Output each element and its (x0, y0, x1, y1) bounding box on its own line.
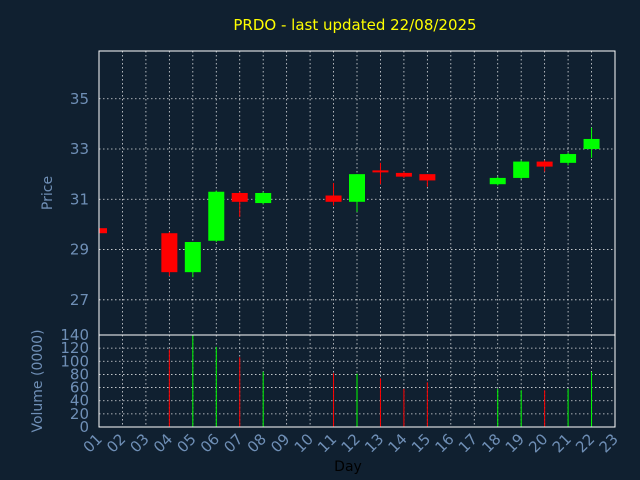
price-panel: 27 29 31 33 35 Price (40, 50, 616, 336)
volume-tick-label: 0 (79, 418, 89, 436)
day-tick-label: 22 (572, 430, 598, 456)
price-tick-label: 27 (70, 291, 89, 309)
day-tick-label: 06 (197, 430, 223, 456)
day-tick-label: 21 (549, 430, 575, 456)
candle-body (419, 174, 436, 181)
candle-01 (98, 228, 107, 234)
candle-body (161, 233, 178, 273)
day-tick-label: 16 (431, 430, 457, 456)
candle-08 (255, 191, 272, 205)
day-tick-label: 17 (455, 430, 481, 456)
day-tick-label: 12 (338, 430, 364, 456)
candle-05 (184, 242, 201, 278)
day-tick-label: 14 (385, 430, 411, 456)
candle-body (99, 228, 107, 234)
candle-body (208, 191, 225, 241)
candle-04 (161, 231, 178, 276)
candle-body (583, 138, 600, 150)
day-tick-label: 02 (103, 430, 129, 456)
candle-15 (419, 174, 436, 187)
day-tick-label: 15 (408, 430, 434, 456)
day-tick-label: 10 (291, 430, 317, 456)
volume-plot-frame (98, 334, 616, 428)
candle-body (231, 193, 248, 202)
price-y-ticks: 27 29 31 33 35 (70, 90, 89, 309)
day-tick-label: 20 (525, 430, 551, 456)
day-tick-label: 18 (478, 430, 504, 456)
candle-07 (231, 191, 248, 217)
day-tick-label: 19 (502, 430, 528, 456)
candle-06 (208, 190, 225, 243)
volume-tick-label: 140 (60, 326, 89, 344)
candle-20 (536, 160, 553, 172)
volume-tick-label: 120 (60, 339, 89, 357)
price-candles (98, 127, 600, 278)
day-x-ticks: 0102030405060708091011121314151617181920… (80, 430, 622, 456)
candle-18 (489, 176, 506, 186)
candle-body (489, 177, 506, 185)
day-axis-label: Day (334, 459, 362, 475)
day-tick-label: 09 (267, 430, 293, 456)
candle-19 (513, 160, 530, 180)
day-tick-label: 23 (596, 430, 622, 456)
day-tick-label: 05 (173, 430, 199, 456)
price-axis-label: Price (40, 176, 56, 210)
candle-body (325, 195, 342, 202)
candle-body (372, 170, 389, 173)
candle-22 (583, 127, 600, 158)
day-tick-label: 13 (361, 430, 387, 456)
candle-body (560, 154, 577, 163)
volume-tick-label: 40 (70, 392, 89, 410)
day-tick-label: 08 (244, 430, 270, 456)
volume-tick-label: 100 (60, 352, 89, 370)
price-tick-label: 31 (70, 190, 89, 208)
day-tick-label: 07 (220, 430, 246, 456)
candle-body (255, 193, 272, 204)
candle-body (349, 174, 365, 202)
price-tick-label: 33 (70, 140, 89, 158)
volume-tick-label: 20 (70, 405, 89, 423)
volume-tick-label: 80 (70, 365, 89, 383)
candle-14 (395, 171, 412, 178)
chart-title: PRDO - last updated 22/08/2025 (233, 16, 476, 34)
price-tick-label: 29 (70, 241, 89, 259)
day-tick-label: 11 (314, 430, 340, 456)
candle-11 (325, 182, 342, 206)
volume-tick-label: 60 (70, 379, 89, 397)
candle-body (184, 242, 201, 273)
candle-21 (560, 152, 577, 166)
candle-body (536, 161, 553, 167)
candle-body (395, 172, 412, 177)
day-tick-label: 04 (150, 430, 176, 456)
volume-axis-label: Volume (0000) (30, 329, 46, 432)
day-tick-label: 03 (127, 430, 153, 456)
candle-12 (349, 174, 365, 212)
volume-bars (168, 335, 593, 427)
price-tick-label: 35 (70, 90, 89, 108)
candle-13 (372, 162, 389, 185)
candle-body (513, 161, 530, 178)
price-gridlines (99, 51, 615, 335)
